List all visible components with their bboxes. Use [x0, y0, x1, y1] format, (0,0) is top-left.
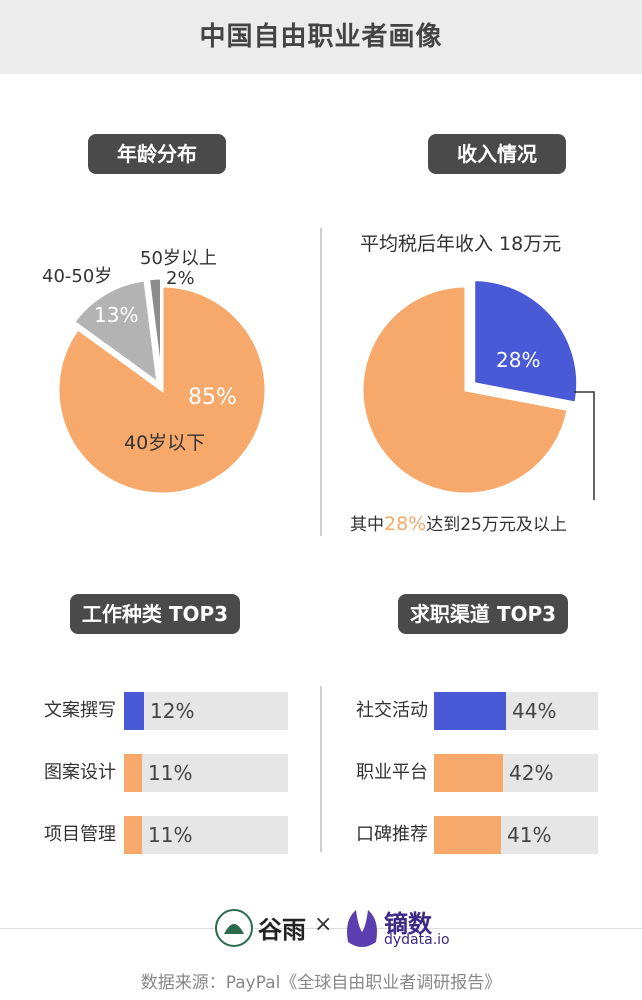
channel-bar-2	[434, 816, 501, 854]
income-note-prefix: 其中	[350, 515, 384, 535]
bottom-divider	[320, 686, 322, 852]
age-pie-slice-0	[56, 284, 268, 496]
source-note: 数据来源：PayPal《全球自由职业者调研报告》	[140, 973, 502, 993]
channel-value-1: 42%	[509, 761, 554, 785]
work-label-1: 图案设计	[44, 762, 116, 783]
dydata-logo-icon	[347, 910, 377, 947]
logo-times: ×	[314, 912, 333, 937]
channel-label-0: 社交活动	[356, 700, 428, 721]
dydata-logo	[342, 906, 382, 954]
income-slice-value: 28%	[496, 348, 541, 372]
channel-bar-1	[434, 754, 503, 792]
income-heading: 收入情况	[428, 134, 566, 174]
page-title: 中国自由职业者画像	[199, 22, 443, 52]
work-label-0: 文案撰写	[44, 700, 116, 721]
work-heading: 工作种类 TOP3	[70, 594, 240, 634]
work-track-1: 11%	[124, 754, 288, 792]
dydata-logo-text: 镝数	[384, 910, 432, 938]
work-bar-2	[124, 816, 142, 854]
channel-label-1: 职业平台	[356, 762, 428, 783]
income-pie-slice-0	[472, 278, 580, 405]
channel-bar-0	[434, 692, 506, 730]
work-bar-0	[124, 692, 144, 730]
channel-track-2: 41%	[434, 816, 598, 854]
footer-divider	[0, 928, 642, 929]
age-slice-label-50plus: 50岁以上	[140, 248, 217, 269]
work-value-2: 11%	[148, 823, 193, 847]
top-divider	[320, 228, 322, 536]
income-note-suffix: 达到25万元及以上	[426, 515, 567, 535]
income-average-label: 平均税后年收入 18万元	[360, 233, 562, 255]
channel-value-2: 41%	[507, 823, 552, 847]
age-slice-value-under40: 85%	[188, 385, 237, 410]
work-track-0: 12%	[124, 692, 288, 730]
age-slice-label-under40: 40岁以下	[124, 432, 206, 454]
header-band	[0, 0, 642, 74]
income-note-highlight: 28%	[384, 513, 427, 535]
channel-track-1: 42%	[434, 754, 598, 792]
guyu-logo	[214, 908, 254, 952]
guyu-logo-icon	[215, 909, 253, 947]
work-value-1: 11%	[148, 761, 193, 785]
dydata-logo-sub: dydata.io	[384, 932, 450, 948]
age-slice-label-40-50: 40-50岁	[42, 266, 113, 287]
income-callout-line	[574, 391, 595, 500]
channel-track-0: 44%	[434, 692, 598, 730]
work-label-2: 项目管理	[44, 824, 116, 845]
age-pie-slice-1	[71, 278, 160, 387]
income-note: 其中28%达到25万元及以上	[350, 510, 567, 535]
channel-value-0: 44%	[512, 699, 557, 723]
age-slice-value-40-50: 13%	[94, 303, 139, 327]
income-pie-slice-1	[360, 284, 570, 496]
work-bar-1	[124, 754, 142, 792]
work-value-0: 12%	[150, 699, 195, 723]
guyu-logo-text: 谷雨	[258, 916, 306, 944]
age-pie-slice-2	[146, 276, 163, 383]
channel-label-2: 口碑推荐	[356, 824, 428, 845]
work-track-2: 11%	[124, 816, 288, 854]
age-heading: 年龄分布	[88, 134, 226, 174]
income-pie-chart	[360, 278, 580, 496]
channel-heading: 求职渠道 TOP3	[398, 594, 568, 634]
age-pie-chart	[56, 276, 268, 496]
age-slice-value-50plus: 2%	[166, 268, 195, 289]
